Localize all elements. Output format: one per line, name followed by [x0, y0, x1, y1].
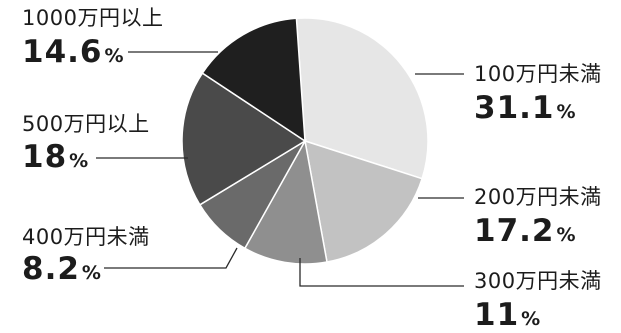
slice-value-under-400-number: 8.2	[22, 251, 80, 287]
slice-value-1000-plus: 14.6%	[22, 37, 125, 68]
slice-value-under-300: 11%	[474, 300, 541, 331]
slice-value-under-300-number: 11	[474, 297, 520, 333]
slice-value-under-400: 8.2%	[22, 254, 102, 285]
percent-unit: %	[556, 224, 577, 246]
slice-label-1000-plus: 1000万円以上	[22, 6, 164, 30]
leader-line-under-400	[104, 247, 238, 269]
pie-slice-500-plus	[181, 72, 307, 206]
slice-value-under-200: 17.2%	[474, 216, 577, 247]
slice-value-under-100: 31.1%	[474, 93, 577, 124]
slice-label-under-300: 300万円未満	[474, 269, 602, 293]
slice-value-500-plus-number: 18	[22, 139, 68, 175]
slice-label-500-plus: 500万円以上	[22, 112, 150, 136]
slice-label-under-200: 200万円未満	[474, 185, 602, 209]
pie-slice-under-200	[304, 139, 424, 263]
slice-value-under-200-number: 17.2	[474, 213, 555, 249]
pie-slice-1000-plus	[201, 17, 306, 143]
slice-value-500-plus: 18%	[22, 142, 89, 173]
percent-unit: %	[69, 150, 90, 172]
pie-slice-under-100	[295, 17, 429, 180]
slice-label-under-400: 400万円未満	[22, 225, 150, 249]
slice-label-under-100: 100万円未満	[474, 62, 602, 86]
percent-unit: %	[521, 308, 542, 330]
slice-value-under-100-number: 31.1	[474, 90, 555, 126]
percent-unit: %	[104, 45, 125, 67]
slice-value-1000-plus-number: 14.6	[22, 34, 103, 70]
leader-line-under-300	[299, 258, 464, 287]
percent-unit: %	[556, 101, 577, 123]
percent-unit: %	[81, 262, 102, 284]
pie-slice-under-300	[243, 138, 328, 265]
